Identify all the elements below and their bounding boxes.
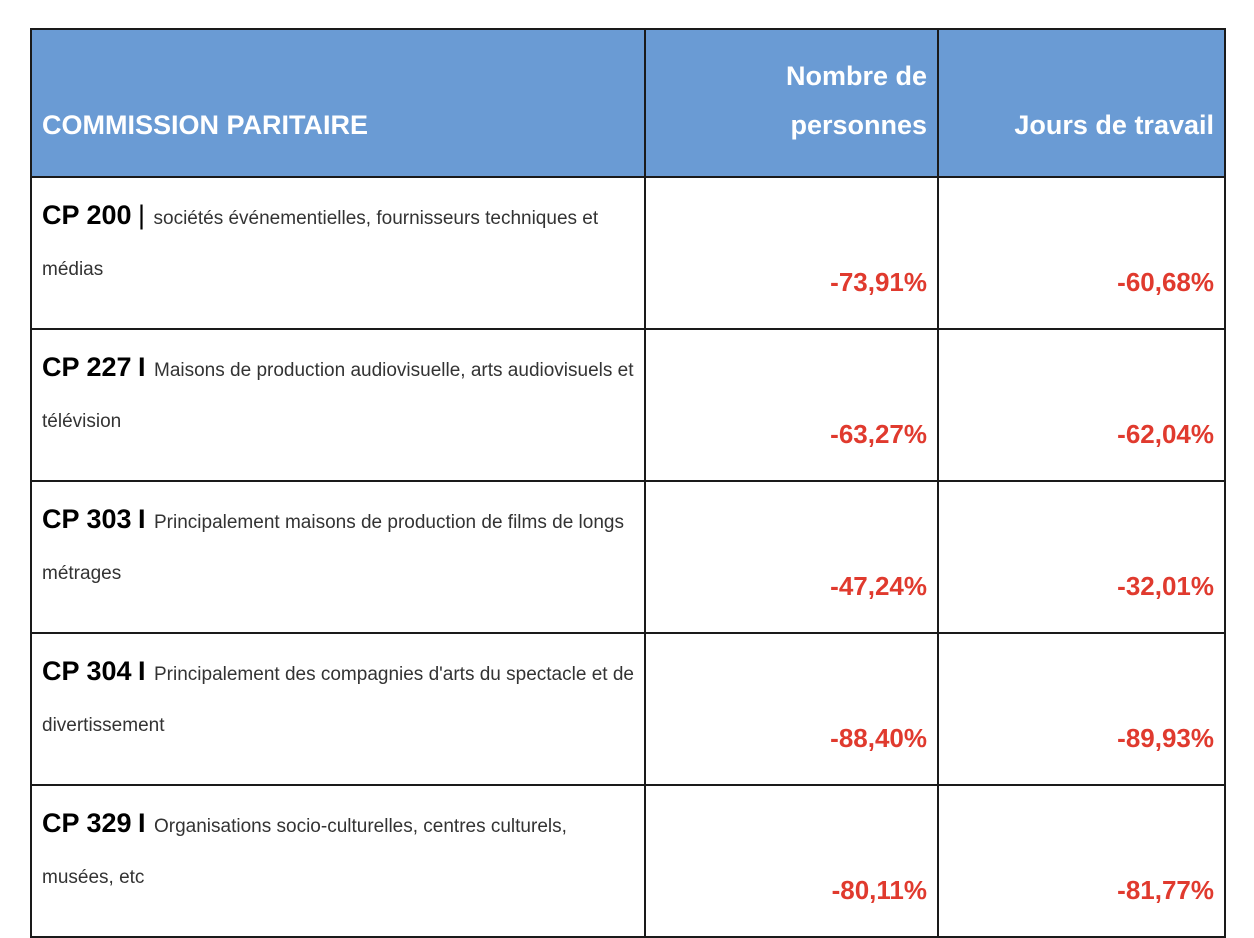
table-row: CP 303 I Principalement maisons de produ… [30, 480, 1226, 634]
cp-separator: I [138, 352, 146, 382]
workdays-value: -89,93% [937, 632, 1226, 786]
commission-cell: CP 329 I Organisations socio-culturelles… [30, 784, 646, 938]
cp-separator: I [138, 504, 146, 534]
cp-description: Maisons de production audiovisuelle, art… [42, 360, 634, 432]
table-row: CP 329 I Organisations socio-culturelles… [30, 784, 1226, 938]
cp-code: CP 200 [42, 200, 132, 230]
table-container: COMMISSION PARITAIRE Nombre de personnes… [30, 28, 1226, 938]
commission-table: COMMISSION PARITAIRE Nombre de personnes… [30, 28, 1226, 938]
workdays-value: -62,04% [937, 328, 1226, 482]
cp-code: CP 227 [42, 352, 132, 382]
commission-cell: CP 227 I Maisons de production audiovisu… [30, 328, 646, 482]
persons-value: -63,27% [644, 328, 939, 482]
persons-value: -47,24% [644, 480, 939, 634]
cp-description: Principalement maisons de production de … [42, 512, 624, 584]
cp-code: CP 304 [42, 656, 132, 686]
commission-cell: CP 200 | sociétés événementielles, fourn… [30, 176, 646, 330]
commission-cell: CP 304 I Principalement des compagnies d… [30, 632, 646, 786]
header-workdays: Jours de travail [937, 28, 1226, 178]
table-row: CP 304 I Principalement des compagnies d… [30, 632, 1226, 786]
persons-value: -88,40% [644, 632, 939, 786]
table-body: CP 200 | sociétés événementielles, fourn… [30, 176, 1226, 938]
commission-cell: CP 303 I Principalement maisons de produ… [30, 480, 646, 634]
cp-separator: I [138, 808, 146, 838]
cp-code: CP 303 [42, 504, 132, 534]
workdays-value: -60,68% [937, 176, 1226, 330]
header-persons: Nombre de personnes [644, 28, 939, 178]
header-commission: COMMISSION PARITAIRE [30, 28, 646, 178]
cp-separator: | [138, 200, 146, 230]
persons-value: -73,91% [644, 176, 939, 330]
cp-description: Principalement des compagnies d'arts du … [42, 664, 634, 736]
workdays-value: -81,77% [937, 784, 1226, 938]
cp-code: CP 329 [42, 808, 132, 838]
cp-separator: I [138, 656, 146, 686]
persons-value: -80,11% [644, 784, 939, 938]
table-row: CP 227 I Maisons de production audiovisu… [30, 328, 1226, 482]
table-row: CP 200 | sociétés événementielles, fourn… [30, 176, 1226, 330]
header-row: COMMISSION PARITAIRE Nombre de personnes… [30, 28, 1226, 178]
cp-description: sociétés événementielles, fournisseurs t… [42, 208, 599, 280]
table-header: COMMISSION PARITAIRE Nombre de personnes… [30, 28, 1226, 178]
workdays-value: -32,01% [937, 480, 1226, 634]
